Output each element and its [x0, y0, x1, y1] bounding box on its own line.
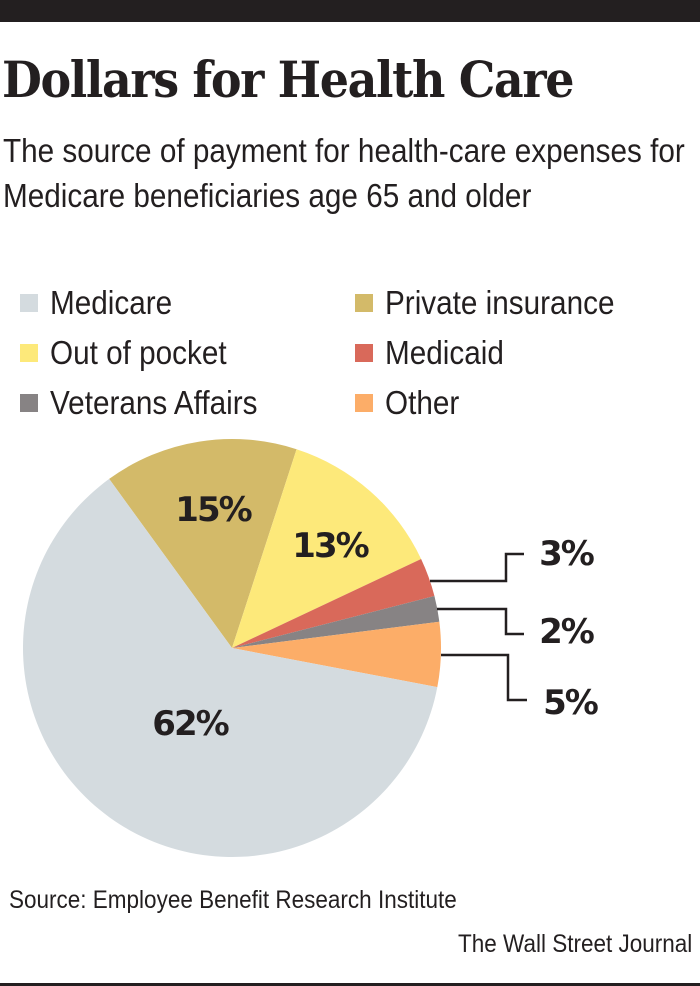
legend-item-medicare: Medicare: [20, 283, 186, 323]
leader-line-medicaid: [430, 552, 524, 583]
legend-swatch: [20, 294, 38, 312]
pie-slice-out-of-pocket: [232, 449, 422, 648]
pie-slice-medicaid: [232, 559, 435, 648]
source-note: Source: Employee Benefit Research Instit…: [9, 886, 457, 914]
top-rule: [0, 0, 700, 22]
publisher-credit: The Wall Street Journal: [457, 930, 692, 958]
legend-label: Other: [385, 384, 460, 421]
chart-title: Dollars for Health Care: [2, 50, 574, 109]
legend-swatch: [20, 344, 38, 362]
legend-label: Medicaid: [385, 334, 504, 371]
legend-label: Out of pocket: [50, 334, 227, 371]
legend-label: Veterans Affairs: [50, 384, 258, 421]
legend-swatch: [20, 394, 38, 412]
slice-label-out-of-pocket: 13%: [292, 526, 368, 566]
pie-slice-other: [232, 621, 441, 688]
legend-label: Private insurance: [385, 284, 615, 321]
slice-label-medicare: 62%: [152, 704, 228, 744]
pie-slices: [22, 438, 441, 857]
legend-label: Medicare: [50, 284, 173, 321]
slice-label-other: 5%: [543, 683, 598, 723]
callout-leaders: [430, 552, 527, 702]
slice-label-medicaid: 3%: [539, 534, 594, 574]
pie-slice-medicare: [22, 478, 438, 857]
leader-line-veterans-affairs: [437, 607, 524, 636]
legend-swatch: [355, 294, 373, 312]
pie-slice-private-insurance: [109, 438, 297, 648]
legend-item-veterans-affairs: Veterans Affairs: [20, 383, 281, 423]
bottom-rule: [0, 983, 700, 986]
legend-item-private-insurance: Private insurance: [355, 283, 640, 323]
leader-line-other: [441, 653, 527, 702]
slice-label-private-insurance: 15%: [175, 490, 251, 530]
legend-swatch: [355, 344, 373, 362]
slice-label-veterans-affairs: 2%: [539, 612, 594, 652]
chart-subtitle: The source of payment for health-care ex…: [3, 132, 685, 214]
legend-swatch: [355, 394, 373, 412]
legend-item-medicaid: Medicaid: [355, 333, 517, 373]
pie-slice-veterans-affairs: [232, 596, 440, 648]
legend-item-other: Other: [355, 383, 468, 423]
legend-item-out-of-pocket: Out of pocket: [20, 333, 246, 373]
slice-labels: 15% 13% 3% 2% 5% 62%: [152, 490, 599, 744]
